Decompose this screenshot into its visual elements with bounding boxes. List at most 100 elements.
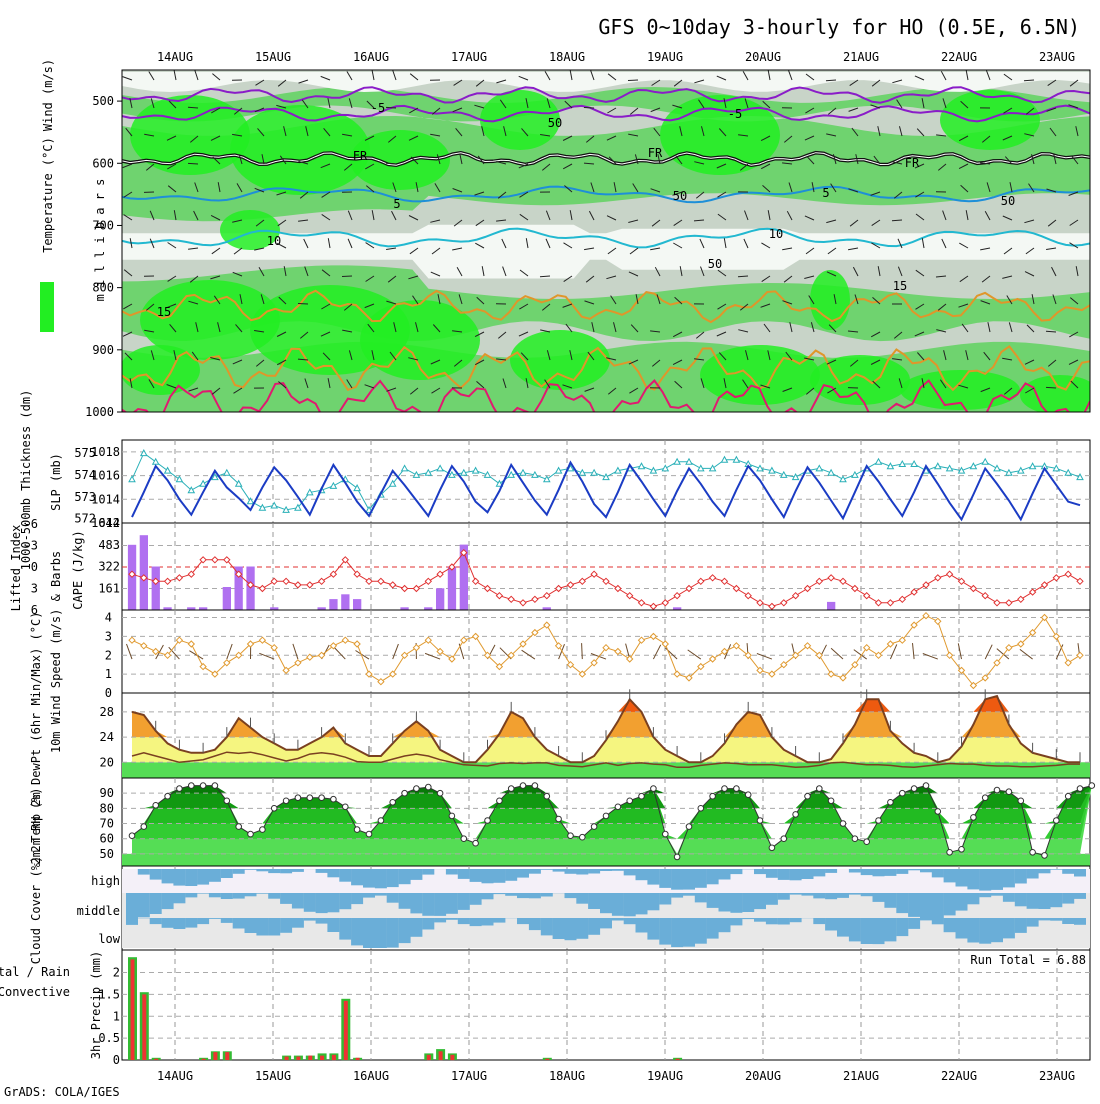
date-label-top: 22AUG [941, 50, 977, 64]
cloud-cover-bar [363, 918, 375, 948]
cloud-cover-bar [600, 893, 612, 913]
wind-speed-line-point [674, 671, 680, 677]
contour-label: 50 [1001, 194, 1015, 208]
cloud-cover-bar [1003, 918, 1015, 938]
rh-line-point [603, 813, 609, 819]
cloud-cover-bar [221, 918, 233, 923]
lifted-index-line-point [1042, 582, 1048, 588]
thickness-line-point [129, 476, 135, 482]
rh-line-point [745, 792, 751, 798]
rh-line-point [437, 790, 443, 796]
wind-speed-line-point [188, 641, 194, 647]
wind-speed-line-point [402, 652, 408, 658]
cloud-cover-bar [908, 918, 920, 929]
rh-line-point [1042, 853, 1048, 859]
cape-bar [223, 587, 231, 610]
wind-speed-line-point [354, 641, 360, 647]
cloud-cover-bar [1074, 893, 1086, 899]
cloud-cover-bar [221, 869, 233, 878]
rh-line-point [698, 806, 704, 812]
cloud-cover-bar [790, 869, 802, 880]
cloud-cover-bar [292, 918, 304, 928]
lifted-index-line-point [603, 578, 609, 584]
thickness-line-point [224, 470, 230, 476]
cloud-cover-bar [896, 918, 908, 936]
cloud-cover-bar [742, 893, 754, 912]
lifted-index-line-point [947, 571, 953, 577]
wind-speed-line-point [153, 649, 159, 655]
cloud-cover-bar [730, 918, 742, 925]
wind-barb [298, 304, 308, 305]
surface-wind-barb [591, 654, 606, 660]
date-label-top: 14AUG [157, 50, 193, 64]
cloud-cover-bar [873, 893, 885, 902]
slp-line [132, 463, 1080, 520]
li-tick-label: -3 [24, 539, 38, 553]
cloud-cover-bar [908, 869, 920, 870]
cloud-cover-bar [790, 893, 802, 895]
contour-label: 50 [708, 257, 722, 271]
surface-wind-barb [227, 644, 232, 659]
wind-barb [892, 220, 902, 221]
thickness-line-point [200, 481, 206, 487]
cloud-cover-bar [458, 893, 470, 910]
cloud-cover-bar [292, 893, 304, 909]
cloud-cover-bar [588, 893, 600, 909]
surface-wind-barb [757, 654, 772, 660]
date-label-bottom: 15AUG [255, 1069, 291, 1083]
lifted-index-line-point [319, 578, 325, 584]
precip-convective-bar [676, 1059, 680, 1060]
lifted-index-line-point [769, 603, 775, 609]
lifted-index-line-point [212, 557, 218, 563]
cloud-cover-bar [126, 893, 138, 918]
temp-tick-label: 20 [100, 755, 114, 769]
rh-line-point [520, 783, 526, 789]
wind-speed-line-point [864, 645, 870, 651]
cloud-cover-bar [695, 918, 707, 944]
cloud-cover-bar [813, 893, 825, 898]
lifted-index-line-point [864, 593, 870, 599]
cloud-cover-bar [956, 893, 968, 911]
cloud-cover-bar [422, 893, 434, 916]
cloud-cover-bar [304, 918, 316, 921]
rh-line-point [414, 786, 420, 792]
rh-line-point [248, 831, 254, 837]
cloud-cover-bar [126, 918, 138, 925]
cloud-cover-bar [446, 869, 458, 875]
cloud-cover-bar [956, 869, 968, 887]
precip-convective-bar [450, 1055, 454, 1060]
surface-wind-barb [169, 647, 180, 659]
cloud-cover-bar [967, 869, 979, 889]
cloud-cover-bar [517, 869, 529, 878]
rh-line-point [710, 793, 716, 799]
date-label-bottom: 16AUG [353, 1069, 389, 1083]
cloud-cover-bar [766, 869, 778, 878]
rh-line-point [734, 786, 740, 792]
cloud-cover-bar [1074, 918, 1086, 925]
rh-line-point [461, 836, 467, 842]
precip-total-label: Total / Rain [0, 965, 70, 979]
wind-tick-label: 2 [105, 648, 112, 662]
precip-convective-bar [320, 1056, 324, 1060]
lifted-index-line-point [710, 575, 716, 581]
surface-wind-barb [393, 644, 399, 659]
cloud-cover-bar [671, 869, 683, 890]
cloud-cover-bar [1062, 918, 1074, 924]
cloud-cover-bar [778, 918, 790, 925]
wind-speed-line-point [141, 643, 147, 649]
cape-tick-label: 322 [98, 560, 120, 574]
rh-line-point [864, 839, 870, 845]
cloud-cover-bar [280, 918, 292, 933]
lifted-index-line-point [627, 593, 633, 599]
rh-line-point [947, 850, 953, 856]
wind-barb [188, 163, 198, 164]
cloud-cover-bar [422, 869, 434, 875]
precip-convective-bar [142, 994, 146, 1060]
rh-line-point [591, 824, 597, 830]
cloud-cover-bar [541, 869, 553, 870]
lifted-index-line-point [935, 575, 941, 581]
temp-tick-label: 28 [100, 705, 114, 719]
cloud-cover-bar [766, 918, 778, 924]
contour-label: FR [353, 149, 368, 163]
rh-line-point [366, 831, 372, 837]
